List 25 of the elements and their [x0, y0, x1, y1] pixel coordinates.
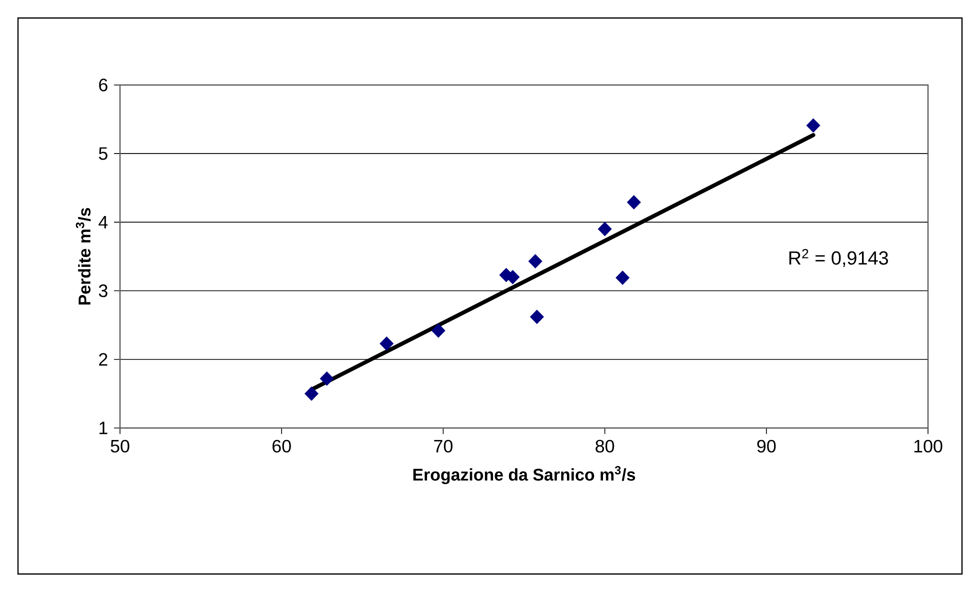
x-tick-label: 90 [757, 440, 776, 453]
y-tick-label: 6 [99, 78, 108, 92]
point [598, 222, 612, 236]
x-axis-title: Erogazione da Sarnico m$^{3}$/s [413, 466, 636, 484]
x-tick-label: 100 [914, 440, 942, 453]
x-tick-label: 60 [272, 440, 291, 453]
point [320, 371, 334, 386]
y-tick-label: 5 [98, 147, 108, 160]
y-axis-title: Perdite m$^{3}$/s [76, 208, 91, 305]
point [616, 270, 630, 285]
x-tick-label: 50 [110, 440, 130, 453]
y-tick-label: 1 [100, 422, 108, 434]
y-tick-label: 3 [98, 284, 108, 298]
x-tick-label: 80 [596, 440, 614, 453]
point [380, 336, 394, 351]
point [528, 254, 542, 268]
x-tick-label: 70 [434, 440, 452, 453]
point [806, 118, 820, 133]
point [626, 195, 641, 210]
point [431, 323, 446, 338]
y-tick-label: 2 [99, 353, 108, 366]
point [304, 386, 319, 401]
annotation: R$^{2}$ = 0,9143 [789, 249, 888, 267]
y-tick-label: 4 [98, 216, 108, 228]
point [530, 310, 544, 324]
